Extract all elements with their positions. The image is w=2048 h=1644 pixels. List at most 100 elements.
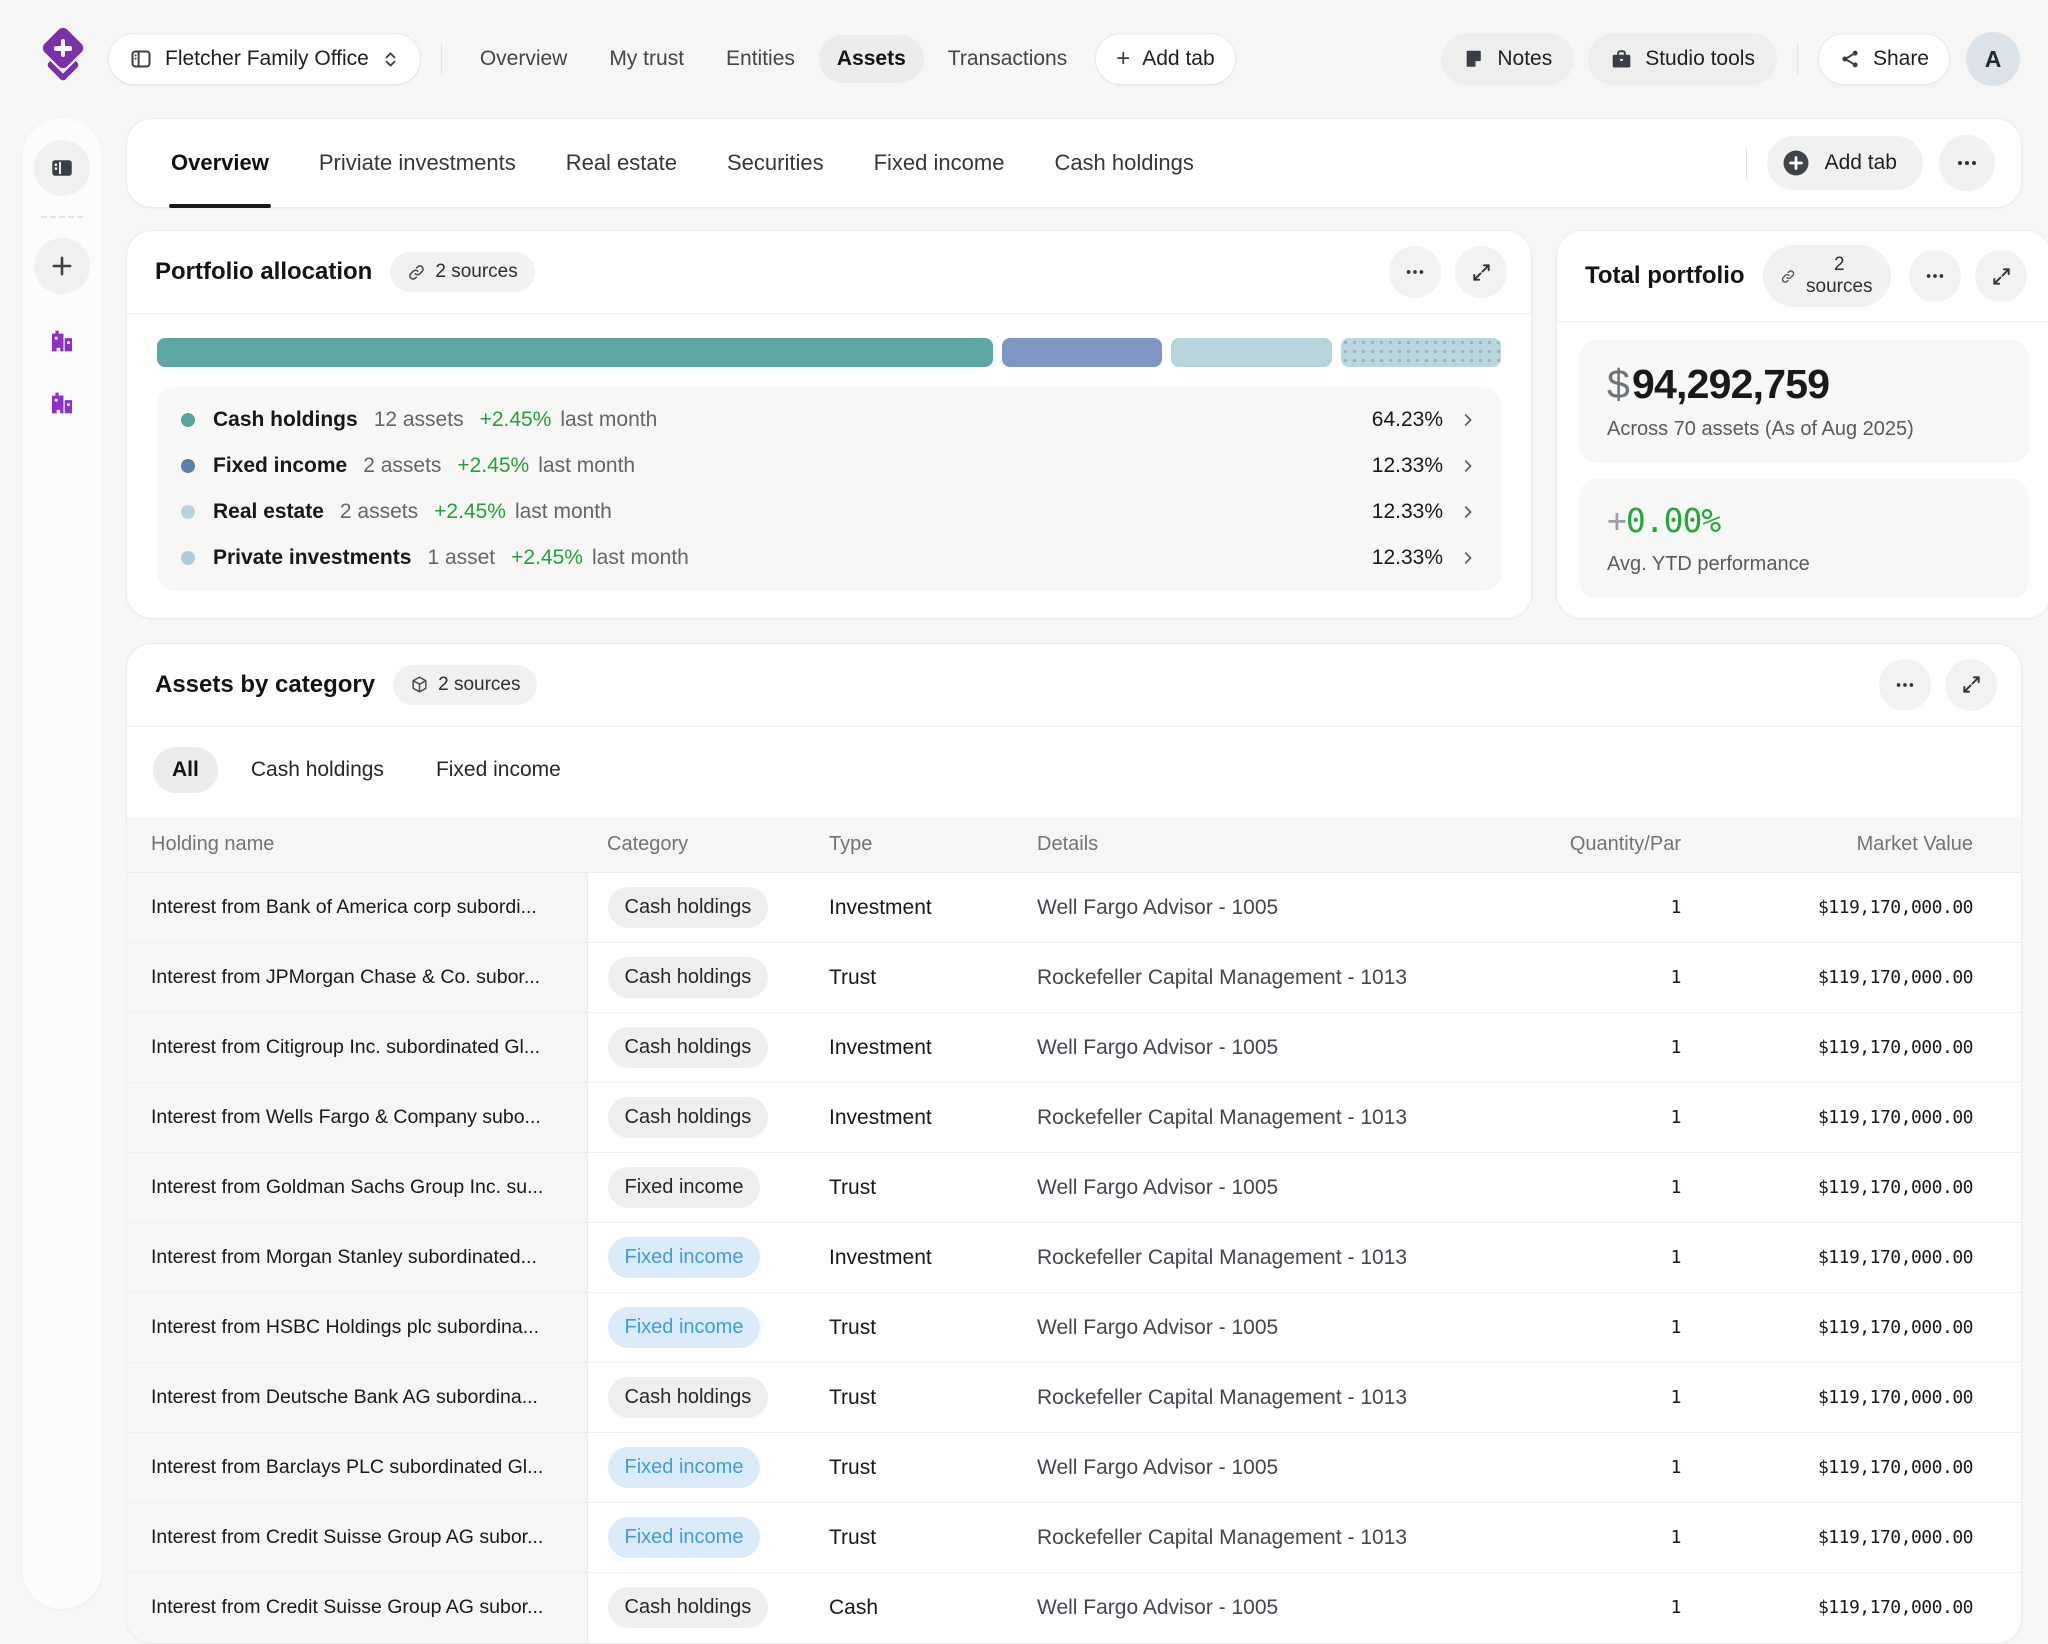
- column-header-details[interactable]: Details: [1017, 817, 1511, 873]
- table-row[interactable]: Interest from JPMorgan Chase & Co. subor…: [127, 943, 2021, 1013]
- page-tab[interactable]: Overview: [169, 119, 271, 207]
- details-cell: Well Fargo Advisor - 1005: [1017, 873, 1511, 943]
- category-chip[interactable]: Cash holdings: [608, 1377, 769, 1418]
- main-nav-item[interactable]: My trust: [591, 35, 702, 83]
- category-chip[interactable]: Fixed income: [608, 1237, 761, 1278]
- table-row[interactable]: Interest from Bank of America corp subor…: [127, 873, 2021, 943]
- allocation-legend-row[interactable]: Private investments 1 asset +2.45% last …: [181, 535, 1477, 581]
- ytd-performance-caption: Avg. YTD performance: [1607, 553, 2001, 576]
- sources-badge[interactable]: 2 sources: [1763, 245, 1892, 307]
- column-header-holding-name[interactable]: Holding name: [127, 817, 587, 873]
- expand-icon: [1470, 261, 1493, 284]
- entity-building-icon[interactable]: [46, 386, 78, 418]
- card-expand-button[interactable]: [1975, 250, 2027, 302]
- expand-icon: [1960, 673, 1983, 696]
- filter-chip[interactable]: All: [153, 747, 218, 793]
- table-row[interactable]: Interest from HSBC Holdings plc subordin…: [127, 1293, 2021, 1363]
- filter-chip[interactable]: Cash holdings: [232, 747, 403, 793]
- table-row[interactable]: Interest from Credit Suisse Group AG sub…: [127, 1573, 2021, 1643]
- holding-name-cell[interactable]: Interest from Barclays PLC subordinated …: [127, 1433, 587, 1503]
- allocation-legend-row[interactable]: Cash holdings 12 assets +2.45% last mont…: [181, 397, 1477, 443]
- table-row[interactable]: Interest from Citigroup Inc. subordinate…: [127, 1013, 2021, 1083]
- workspace-switcher[interactable]: Fletcher Family Office: [108, 33, 421, 85]
- card-expand-button[interactable]: [1945, 659, 1997, 711]
- holding-name-cell[interactable]: Interest from Goldman Sachs Group Inc. s…: [127, 1153, 587, 1223]
- total-portfolio-card: Total portfolio 2 sources: [1556, 230, 2048, 619]
- category-chip[interactable]: Cash holdings: [608, 957, 769, 998]
- category-cell: Cash holdings: [587, 1573, 809, 1643]
- category-chip[interactable]: Fixed income: [608, 1167, 761, 1208]
- table-row[interactable]: Interest from Goldman Sachs Group Inc. s…: [127, 1153, 2021, 1223]
- page-tab[interactable]: Fixed income: [872, 119, 1007, 207]
- page-tab[interactable]: Real estate: [564, 119, 679, 207]
- share-button[interactable]: Share: [1818, 33, 1950, 85]
- sidebar-toggle-button[interactable]: [34, 140, 90, 196]
- add-page-tab-button[interactable]: Add tab: [1767, 136, 1923, 190]
- market-value-cell: $119,170,000.00: [1701, 1363, 2021, 1433]
- table-row[interactable]: Interest from Deutsche Bank AG subordina…: [127, 1363, 2021, 1433]
- market-value-cell: $119,170,000.00: [1701, 1433, 2021, 1503]
- category-chip[interactable]: Fixed income: [608, 1447, 761, 1488]
- card-more-button[interactable]: [1909, 250, 1961, 302]
- window-icon: [129, 47, 153, 71]
- holding-name-cell[interactable]: Interest from HSBC Holdings plc subordin…: [127, 1293, 587, 1363]
- plus-icon: [49, 253, 75, 279]
- allocation-legend-row[interactable]: Fixed income 2 assets +2.45% last month …: [181, 443, 1477, 489]
- page-tab[interactable]: Cash holdings: [1052, 119, 1195, 207]
- holding-name-cell[interactable]: Interest from Bank of America corp subor…: [127, 873, 587, 943]
- tab-bar-more-button[interactable]: [1939, 135, 1995, 191]
- table-row[interactable]: Interest from Barclays PLC subordinated …: [127, 1433, 2021, 1503]
- holding-name-cell[interactable]: Interest from Wells Fargo & Company subo…: [127, 1083, 587, 1153]
- allocation-legend-row[interactable]: Real estate 2 assets +2.45% last month 1…: [181, 489, 1477, 535]
- rail-add-button[interactable]: [34, 238, 90, 294]
- card-expand-button[interactable]: [1455, 246, 1507, 298]
- allocation-bar-segment[interactable]: [1341, 338, 1501, 367]
- allocation-bar-segment[interactable]: [1171, 338, 1331, 367]
- page-tab[interactable]: Priviate investments: [317, 119, 518, 207]
- holding-name-cell[interactable]: Interest from Morgan Stanley subordinate…: [127, 1223, 587, 1293]
- holding-name-cell[interactable]: Interest from Credit Suisse Group AG sub…: [127, 1573, 587, 1643]
- table-row[interactable]: Interest from Wells Fargo & Company subo…: [127, 1083, 2021, 1153]
- category-chip[interactable]: Cash holdings: [608, 1097, 769, 1138]
- holding-name-cell[interactable]: Interest from JPMorgan Chase & Co. subor…: [127, 943, 587, 1013]
- category-chip[interactable]: Cash holdings: [608, 1587, 769, 1628]
- legend-category-label: Cash holdings: [213, 408, 358, 432]
- studio-tools-button[interactable]: Studio tools: [1588, 33, 1777, 85]
- card-more-button[interactable]: [1879, 659, 1931, 711]
- category-chip[interactable]: Fixed income: [608, 1517, 761, 1558]
- entity-building-icon[interactable]: [46, 324, 78, 356]
- allocation-bar-segment[interactable]: [157, 338, 993, 367]
- allocation-bar-segment[interactable]: [1002, 338, 1162, 367]
- column-header-market-value[interactable]: Market Value: [1701, 817, 2021, 873]
- holding-name-cell[interactable]: Interest from Citigroup Inc. subordinate…: [127, 1013, 587, 1083]
- sources-badge[interactable]: 2 sources: [390, 252, 534, 292]
- column-header-quantity[interactable]: Quantity/Par: [1511, 817, 1701, 873]
- category-chip[interactable]: Cash holdings: [608, 887, 769, 928]
- legend-dot: [181, 551, 195, 565]
- card-more-button[interactable]: [1389, 246, 1441, 298]
- main-nav-item[interactable]: Assets: [819, 35, 924, 83]
- main-nav-item[interactable]: Entities: [708, 35, 813, 83]
- quantity-cell: 1: [1511, 1433, 1701, 1503]
- column-header-category[interactable]: Category: [587, 817, 809, 873]
- sources-badge[interactable]: 2 sources: [393, 665, 537, 705]
- holding-name-cell[interactable]: Interest from Deutsche Bank AG subordina…: [127, 1363, 587, 1433]
- sidebar-panel-icon: [49, 155, 75, 181]
- main-nav-item[interactable]: Transactions: [930, 35, 1085, 83]
- holding-name-cell[interactable]: Interest from Credit Suisse Group AG sub…: [127, 1503, 587, 1573]
- user-avatar[interactable]: A: [1966, 32, 2020, 86]
- table-row[interactable]: Interest from Credit Suisse Group AG sub…: [127, 1503, 2021, 1573]
- add-tab-button[interactable]: + Add tab: [1095, 33, 1235, 85]
- page-tab[interactable]: Securities: [725, 119, 826, 207]
- notes-button[interactable]: Notes: [1441, 33, 1574, 85]
- category-chip[interactable]: Cash holdings: [608, 1027, 769, 1068]
- category-chip[interactable]: Fixed income: [608, 1307, 761, 1348]
- divider: [1746, 147, 1747, 179]
- filter-chip[interactable]: Fixed income: [417, 747, 580, 793]
- table-row[interactable]: Interest from Morgan Stanley subordinate…: [127, 1223, 2021, 1293]
- legend-percentage: 12.33%: [1372, 546, 1443, 570]
- details-cell: Well Fargo Advisor - 1005: [1017, 1433, 1511, 1503]
- column-header-type[interactable]: Type: [809, 817, 1017, 873]
- category-cell: Fixed income: [587, 1503, 809, 1573]
- main-nav-item[interactable]: Overview: [462, 35, 586, 83]
